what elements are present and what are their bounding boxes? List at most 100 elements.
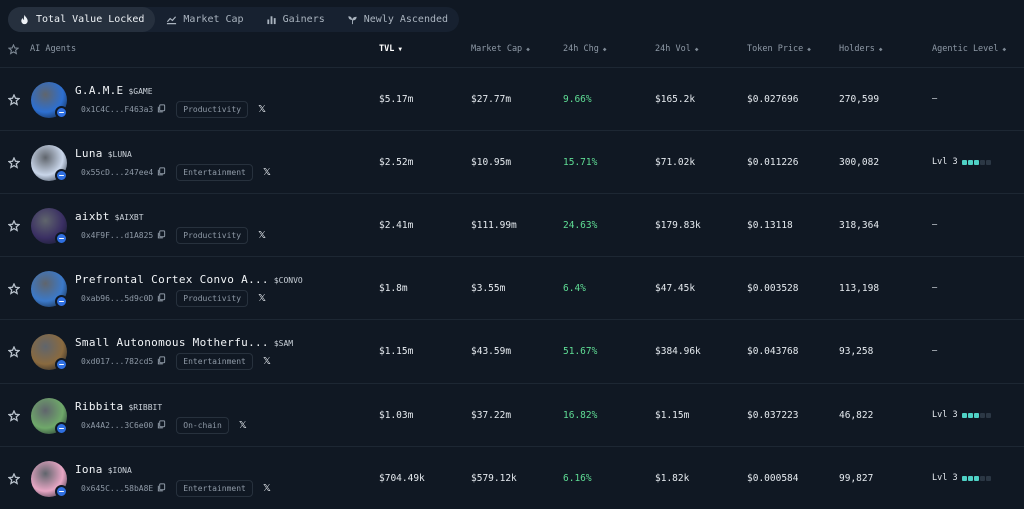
agent-ticker: $AIXBT [114,213,144,222]
favorite-star-icon[interactable] [7,219,21,232]
token-price-value: $0.003528 [747,283,799,294]
column-token-price[interactable]: Token Price ◆ [747,44,811,54]
column-market-cap[interactable]: Market Cap ◆ [471,44,530,54]
contract-address[interactable]: 0x645C...58bA8E [75,481,172,497]
level-bar [967,159,973,165]
category-tag: Productivity [176,101,249,118]
column-tvl[interactable]: TVL ▼ [379,44,402,54]
contract-address[interactable]: 0xd017...782cd5 [75,354,172,370]
agent-avatar[interactable] [31,398,68,435]
chart-line-icon [167,16,177,25]
market-cap-value: $27.77m [471,94,512,105]
favorite-star-icon[interactable] [7,409,21,422]
copy-icon[interactable] [157,104,166,115]
category-tag: Productivity [176,290,249,307]
tab-label: Gainers [282,14,325,25]
tab-newly-ascended[interactable]: Newly Ascended [336,7,459,32]
address-text: 0x55cD...247ee4 [81,168,154,177]
x-twitter-icon[interactable]: 𝕏 [238,420,247,431]
agent-ticker: $GAME [128,87,153,96]
ranking-tabs: Total Value Locked Market Cap Gainers Ne… [8,7,460,32]
agentic-level: – [932,346,941,356]
tab-label: Newly Ascended [363,14,449,25]
table-row[interactable]: aixbt $AIXBT 0x4F9F...d1A825 Productivit… [0,193,1024,256]
tab-market-cap[interactable]: Market Cap [155,7,254,32]
token-price-value: $0.043768 [747,346,799,357]
copy-icon[interactable] [157,230,166,241]
agent-avatar[interactable] [31,145,68,182]
agent-avatar[interactable] [31,334,68,371]
agent-name[interactable]: aixbt [75,210,110,223]
token-price-value: $0.037223 [747,410,799,421]
table-row[interactable]: Prefrontal Cortex Convo A... $CONVO 0xab… [0,256,1024,319]
agent-avatar[interactable] [31,82,68,119]
contract-address[interactable]: 0x4F9F...d1A825 [75,228,172,244]
tab-gainers[interactable]: Gainers [255,7,336,32]
column-24h-chg[interactable]: 24h Chg ◆ [563,44,607,54]
agent-name[interactable]: G.A.M.E [75,84,124,97]
agent-avatar[interactable] [31,208,68,245]
favorite-star-icon[interactable] [7,472,21,485]
contract-address[interactable]: 0x55cD...247ee4 [75,165,172,181]
level-bar [985,159,991,165]
copy-icon[interactable] [157,167,166,178]
column-agentic-level[interactable]: Agentic Level ◆ [932,44,1007,54]
change-24h-value: 9.66% [563,94,592,105]
level-bar [967,475,973,481]
tab-total-value-locked[interactable]: Total Value Locked [8,7,156,32]
contract-address[interactable]: 0x1C4C...F463a3 [75,102,172,118]
table-row[interactable]: Iona $IONA 0x645C...58bA8E Entertainment… [0,446,1024,509]
x-twitter-icon[interactable]: 𝕏 [262,167,271,178]
level-bar [961,475,967,481]
agent-name[interactable]: Ribbita [75,400,124,413]
column-holders[interactable]: Holders ◆ [839,44,883,54]
sort-icon: ◆ [602,45,607,53]
x-twitter-icon[interactable]: 𝕏 [258,230,267,241]
chain-badge-icon [55,485,68,498]
agent-name[interactable]: Luna [75,147,103,160]
agentic-level-label: Lvl 3 [932,410,958,420]
agent-name[interactable]: Prefrontal Cortex Convo A... [75,273,269,286]
contract-address[interactable]: 0xA4A2...3C6e00 [75,418,172,434]
address-text: 0x645C...58bA8E [81,484,154,493]
table-row[interactable]: G.A.M.E $GAME 0x1C4C...F463a3 Productivi… [0,67,1024,130]
favorite-star-icon[interactable] [7,282,21,295]
market-cap-value: $43.59m [471,346,512,357]
change-24h-value: 51.67% [563,346,598,357]
agent-avatar[interactable] [31,271,68,308]
token-price-value: $0.13118 [747,220,793,231]
column-24h-vol[interactable]: 24h Vol ◆ [655,44,699,54]
sort-icon: ◆ [1002,45,1007,53]
favorite-star-icon[interactable] [7,93,21,106]
volume-24h-value: $1.15m [655,410,690,421]
copy-icon[interactable] [157,356,166,367]
column-ai-agents: AI Agents [30,44,77,54]
table-row[interactable]: Luna $LUNA 0x55cD...247ee4 Entertainment… [0,130,1024,193]
category-tag: Entertainment [176,480,253,497]
favorite-star-icon[interactable] [7,345,21,358]
agent-ticker: $RIBBIT [128,403,163,412]
x-twitter-icon[interactable]: 𝕏 [258,104,267,115]
volume-24h-value: $47.45k [655,283,696,294]
copy-icon[interactable] [157,483,166,494]
market-cap-value: $579.12k [471,473,517,484]
category-tag: Entertainment [176,164,253,181]
table-row[interactable]: Small Autonomous Motherfu... $SAM 0xd017… [0,319,1024,382]
copy-icon[interactable] [157,293,166,304]
token-price-value: $0.000584 [747,473,799,484]
contract-address[interactable]: 0xab96...5d9c0D [75,291,172,307]
favorite-star-icon[interactable] [7,156,21,169]
agent-avatar[interactable] [31,461,68,498]
x-twitter-icon[interactable]: 𝕏 [258,293,267,304]
copy-icon[interactable] [157,420,166,431]
x-twitter-icon[interactable]: 𝕏 [262,483,271,494]
agentic-level-bars [961,412,991,418]
x-twitter-icon[interactable]: 𝕏 [262,356,271,367]
table-row[interactable]: Ribbita $RIBBIT 0xA4A2...3C6e00 On-chain… [0,383,1024,446]
tvl-value: $1.8m [379,283,408,294]
agent-name[interactable]: Iona [75,463,103,476]
tab-label: Total Value Locked [36,14,145,25]
agent-name[interactable]: Small Autonomous Motherfu... [75,336,269,349]
change-24h-value: 16.82% [563,410,598,421]
favorites-star-icon[interactable] [7,43,20,55]
